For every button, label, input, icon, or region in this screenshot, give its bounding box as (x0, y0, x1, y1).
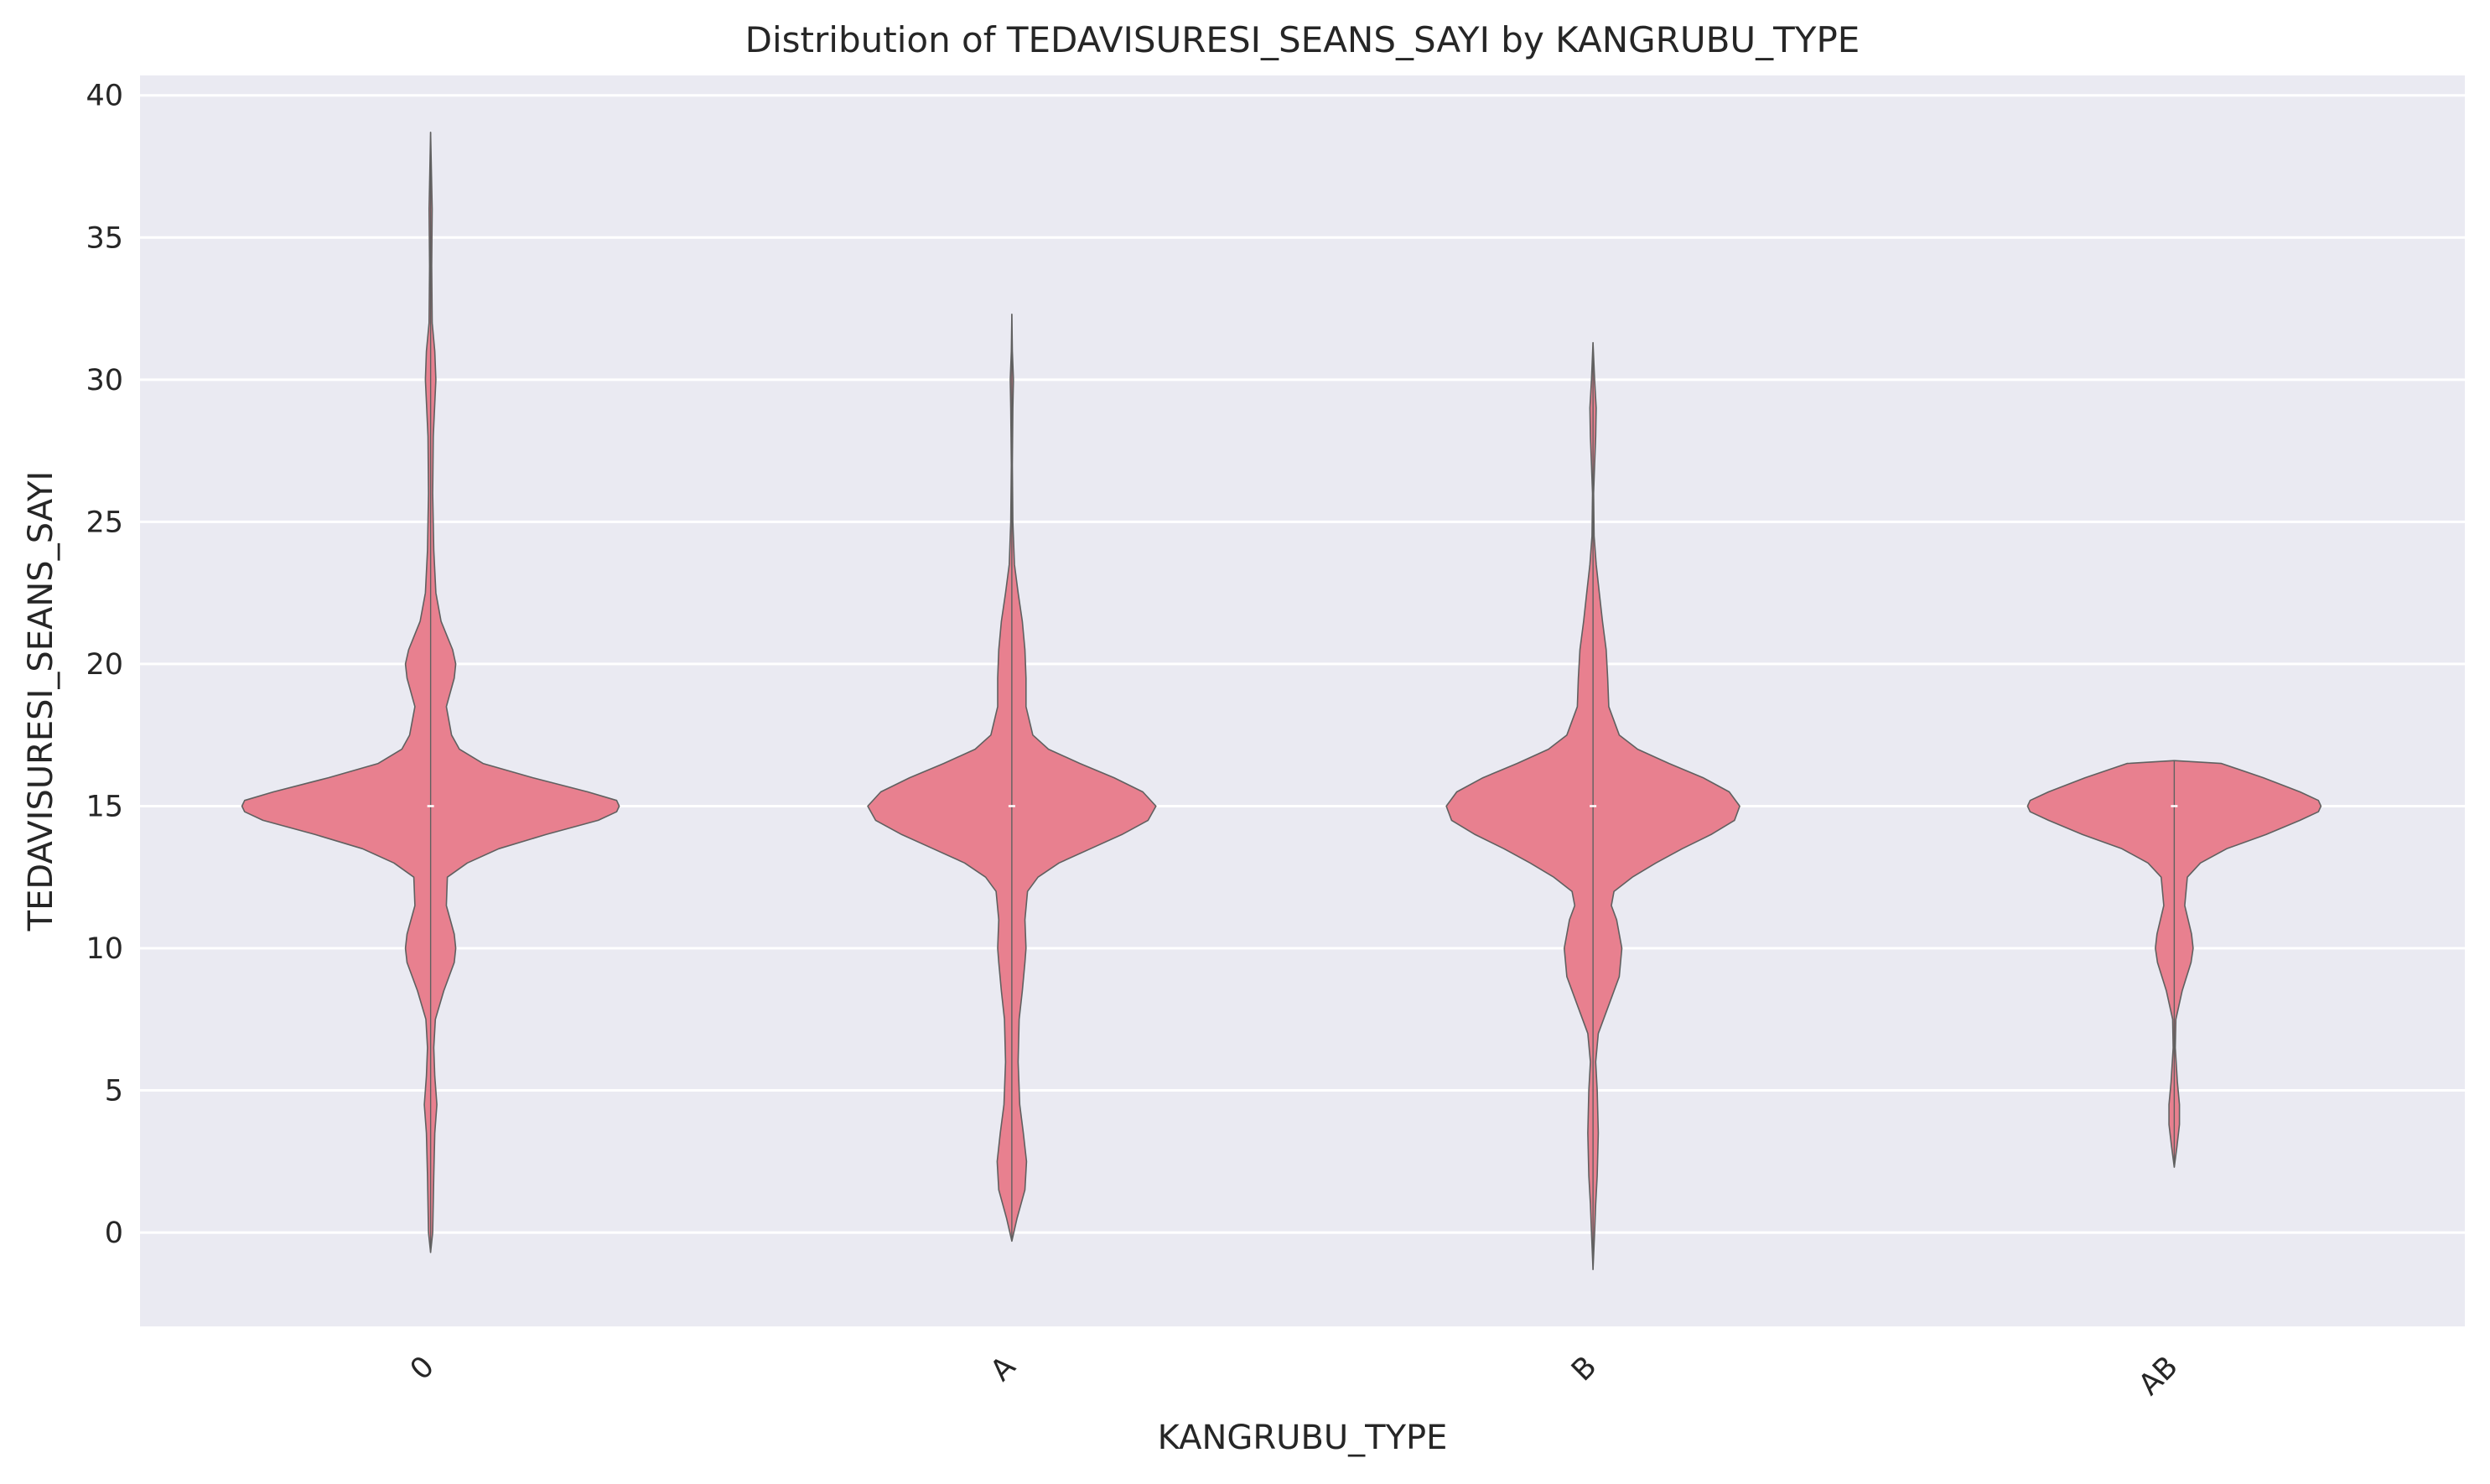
y-tick-label: 30 (86, 364, 123, 397)
y-tick-label: 0 (105, 1217, 123, 1250)
y-tick-label: 15 (86, 790, 123, 823)
y-tick-label: 40 (86, 80, 123, 113)
plot-area (140, 75, 2465, 1326)
y-tick-labels: 0 5 10 15 20 25 30 35 40 (86, 80, 123, 1250)
chart-title: Distribution of TEDAVISURESI_SEANS_SAYI … (745, 19, 1860, 60)
y-tick-label: 10 (86, 932, 123, 966)
x-axis-label: KANGRUBU_TYPE (1158, 1419, 1448, 1457)
y-tick-label: 5 (105, 1075, 123, 1108)
y-axis-label: TEDAVISURESI_SEANS_SAYI (22, 471, 60, 932)
y-tick-label: 35 (86, 221, 123, 255)
y-tick-label: 20 (86, 648, 123, 682)
violins (241, 132, 2322, 1270)
y-tick-label: 25 (86, 506, 123, 539)
